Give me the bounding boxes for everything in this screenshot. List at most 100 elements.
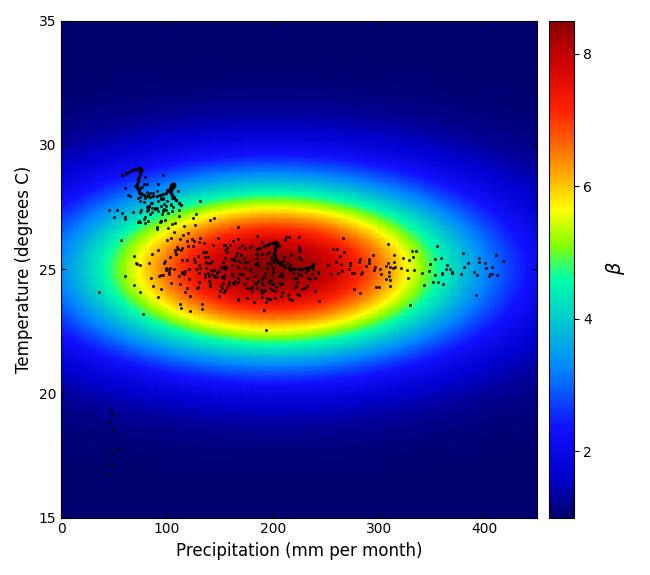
Point [360,262,370,271]
Point [157,206,168,216]
Point [226,255,237,264]
Point [288,268,298,277]
Point [307,260,318,270]
Point [167,193,177,202]
Point [283,290,293,299]
Point [374,264,385,273]
Point [219,262,229,271]
Point [153,207,163,216]
Point [436,253,446,262]
Point [242,293,253,302]
Point [194,196,205,205]
Point [261,326,271,335]
Point [176,304,186,313]
Point [265,284,276,293]
Point [157,209,167,218]
Point [133,218,143,227]
Point [155,217,165,227]
Point [142,188,152,197]
Point [185,306,195,316]
Point [337,233,348,242]
Point [357,267,367,277]
Point [197,299,207,308]
Point [259,272,269,281]
Point [185,291,195,300]
Point [184,264,194,273]
Point [264,277,274,286]
Point [193,283,203,292]
Point [474,254,485,263]
Point [133,193,143,202]
Point [142,202,152,212]
Point [219,288,229,297]
Point [276,288,287,297]
Point [169,227,179,236]
Point [148,203,158,212]
Point [485,270,495,279]
Point [178,269,188,278]
Point [172,244,183,254]
Point [179,266,190,275]
Point [408,252,419,261]
Point [259,305,269,315]
Point [233,296,243,305]
Point [339,247,349,256]
Point [158,270,168,279]
Point [218,273,229,282]
Point [410,265,420,274]
Point [264,294,274,304]
Point [190,221,200,230]
Point [276,279,287,288]
Point [142,206,152,216]
Point [233,278,243,287]
Point [167,220,177,229]
Point [274,241,284,250]
Point [144,201,154,210]
Point [220,263,231,272]
Point [225,240,235,249]
Point [381,274,391,283]
Point [266,260,276,269]
Point [218,263,228,272]
Point [291,282,302,291]
Point [201,263,211,273]
Point [174,206,184,215]
Point [155,270,166,279]
Point [159,200,169,209]
Point [214,291,224,300]
Point [136,182,147,191]
Point [396,263,406,273]
Point [242,258,253,267]
Point [175,279,185,289]
Point [216,262,226,271]
Point [161,266,172,275]
Point [314,296,324,305]
Point [282,259,293,268]
Point [237,270,248,279]
Point [276,268,286,277]
Point [200,272,210,281]
Point [108,410,118,419]
Point [442,260,452,270]
Point [346,269,357,278]
Point [252,231,263,240]
Point [170,218,181,228]
Point [240,257,250,266]
Point [144,258,154,267]
Point [162,186,172,195]
Point [269,258,280,267]
Point [364,259,374,268]
Point [425,260,436,269]
Point [308,264,318,273]
Point [204,271,214,281]
Point [263,277,274,286]
Point [428,278,438,287]
Point [211,267,222,277]
Point [140,194,150,203]
Point [332,244,342,254]
Point [233,294,244,304]
Point [138,309,148,319]
Point [405,300,415,309]
Point [199,239,209,248]
Point [437,269,447,278]
